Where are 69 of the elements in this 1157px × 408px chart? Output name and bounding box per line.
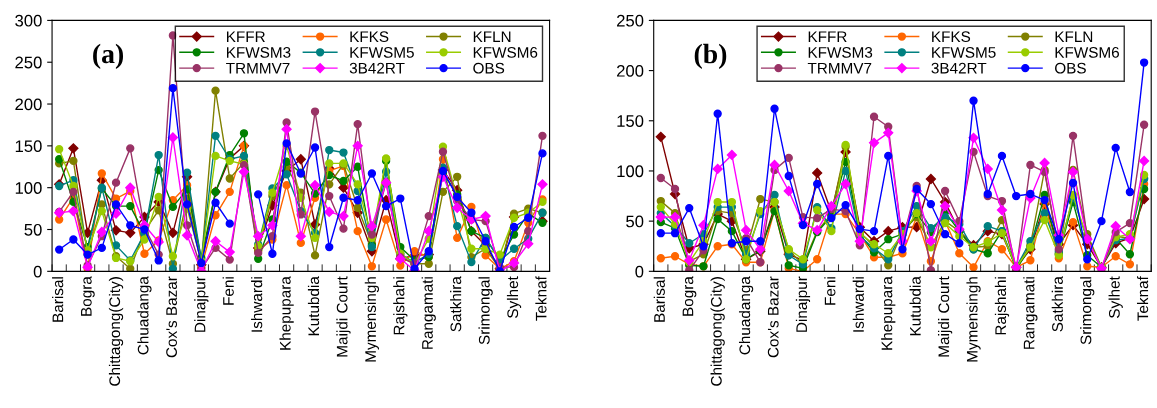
legend-label: KFWSM6 — [473, 46, 538, 58]
legend-label: KFFR — [808, 31, 847, 42]
legend-label: OBS — [473, 62, 505, 74]
legend-label: KFWSM3 — [227, 46, 291, 58]
x-tick-label: Maijdi Court — [336, 276, 351, 357]
x-tick-label: Mymensingh — [966, 277, 981, 362]
legend-label: KFKS — [932, 31, 971, 43]
legend-label: KFLN — [473, 31, 511, 42]
x-tick-label: Feni — [824, 277, 836, 305]
y-tick-label: 250 — [15, 56, 42, 69]
x-tick-label: Chuadanga — [738, 276, 754, 355]
y-tick-label: 150 — [617, 115, 644, 127]
x-tick-label: Chittagong(City) — [108, 277, 124, 386]
x-tick-label: Bogra — [81, 276, 95, 316]
x-tick-label: Bogra — [682, 276, 697, 316]
x-tick-label: Chuadanga — [137, 276, 152, 355]
x-tick-label: Cox's Bazar — [767, 276, 779, 358]
x-tick-label: Dinajpur — [795, 276, 811, 332]
x-tick-label: Rangamati — [421, 277, 436, 349]
y-tick-label: 250 — [617, 14, 644, 27]
x-tick-label: Barisal — [653, 277, 665, 322]
y-tick-label: 300 — [15, 14, 42, 27]
x-tick-label: Feni — [222, 277, 234, 305]
x-tick-label: Rajshahi — [393, 277, 408, 335]
annotation: (a) — [93, 43, 124, 69]
x-tick-label: Khepupara — [279, 276, 294, 350]
legend-label: 3B42RT — [931, 62, 987, 74]
legend-label: TRMMV7 — [807, 62, 872, 74]
x-tick-label: Ishwardi — [251, 277, 263, 332]
y-tick-label: 50 — [626, 215, 644, 228]
legend-label: TRMMV7 — [226, 62, 290, 74]
legend-label: KFFR — [227, 31, 265, 42]
x-tick-label: Ishwardi — [852, 277, 864, 332]
x-tick-label: Cox's Bazar — [166, 276, 177, 358]
x-tick-label: Teknaf — [1136, 276, 1149, 321]
y-tick-label: 100 — [15, 182, 42, 194]
x-tick-label: Teknaf — [535, 276, 547, 321]
legend-label: 3B42RT — [349, 62, 405, 74]
x-tick-label: Satkhira — [1051, 276, 1063, 332]
x-tick-label: Srimongal — [1080, 277, 1095, 345]
x-tick-label: Rajshahi — [994, 277, 1010, 335]
x-tick-label: Satkhira — [450, 276, 462, 332]
y-tick-label: 150 — [15, 140, 42, 153]
legend-label: KFWSM5 — [932, 46, 996, 58]
legend-label: OBS — [1055, 62, 1086, 74]
x-tick-label: Maijdi Court — [937, 276, 953, 357]
x-tick-label: Dinajpur — [194, 276, 209, 332]
legend-label: KFWSM6 — [1055, 46, 1119, 58]
x-tick-label: Barisal — [52, 277, 64, 322]
x-tick-label: Sylhet — [506, 276, 522, 318]
x-tick-label: Sylhet — [1108, 276, 1123, 318]
y-tick-label: 200 — [617, 64, 644, 77]
x-tick-label: Kutubdia — [307, 276, 320, 336]
legend-label: KFKS — [350, 31, 389, 43]
x-tick-label: Mymensingh — [364, 277, 380, 362]
x-tick-label: Chittagong(City) — [710, 277, 725, 386]
legend-label: KFWSM3 — [808, 46, 873, 58]
y-tick-label: 200 — [15, 98, 42, 111]
legend-label: KFLN — [1055, 31, 1093, 42]
legend-label: KFWSM5 — [350, 46, 414, 58]
x-tick-label: Srimongal — [478, 277, 493, 345]
x-tick-label: Rangamati — [1023, 277, 1038, 349]
annotation: (b) — [694, 43, 727, 69]
y-tick-label: 0 — [33, 265, 42, 278]
y-tick-label: 0 — [635, 265, 644, 278]
y-tick-label: 50 — [24, 223, 42, 236]
x-tick-label: Khepupara — [881, 276, 896, 350]
y-tick-label: 100 — [617, 165, 644, 178]
x-tick-label: Kutubdia — [909, 276, 921, 336]
